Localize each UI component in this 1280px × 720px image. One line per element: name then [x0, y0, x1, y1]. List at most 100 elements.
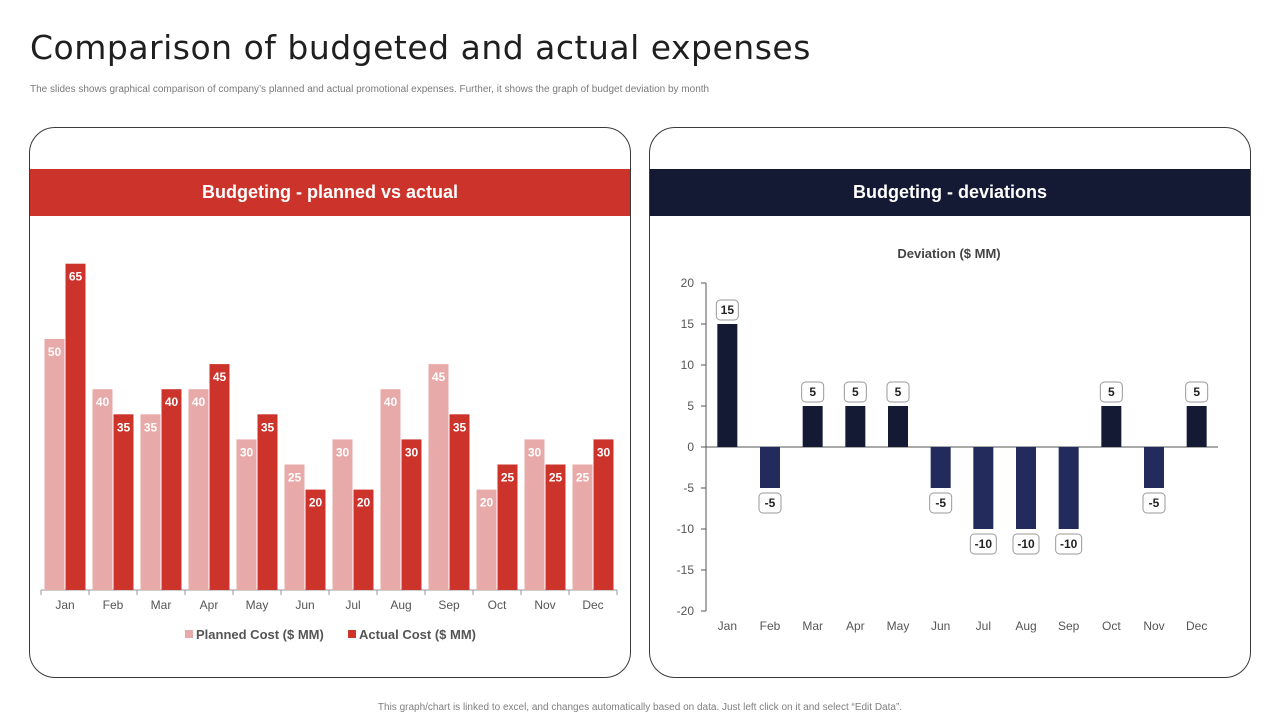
x-tick-label: Sep	[438, 598, 460, 612]
planned-bar-mar[interactable]	[140, 414, 161, 590]
actual-bar-nov[interactable]	[545, 464, 566, 591]
x-tick-label: Jul	[345, 598, 360, 612]
planned-bar-oct[interactable]	[476, 489, 497, 590]
data-label: 25	[288, 471, 302, 485]
deviation-bar-feb[interactable]	[760, 447, 780, 488]
y-tick-label: -20	[677, 604, 695, 618]
x-tick-label: Jul	[976, 619, 991, 633]
planned-bar-feb[interactable]	[92, 389, 113, 590]
data-label: 35	[261, 420, 275, 434]
deviation-bar-aug[interactable]	[1016, 447, 1036, 529]
planned-bar-may[interactable]	[236, 439, 257, 590]
deviation-bar-mar[interactable]	[802, 406, 823, 447]
actual-bar-may[interactable]	[257, 414, 278, 590]
legend-item[interactable]: Planned Cost ($ MM)	[196, 627, 324, 642]
deviations-header: Budgeting - deviations	[650, 169, 1250, 216]
x-tick-label: Aug	[1015, 619, 1036, 633]
actual-bar-sep[interactable]	[449, 414, 470, 590]
actual-bar-apr[interactable]	[209, 364, 230, 590]
data-label: 25	[501, 471, 515, 485]
data-label: 5	[1193, 385, 1200, 399]
data-label: -5	[765, 496, 776, 510]
data-label-box	[1142, 492, 1166, 514]
data-label: 45	[432, 370, 446, 384]
planned-bar-apr[interactable]	[188, 389, 209, 590]
deviation-bar-may[interactable]	[888, 406, 908, 447]
data-label: -10	[1060, 537, 1078, 551]
actual-bar-mar[interactable]	[161, 389, 182, 590]
legend-item[interactable]: Actual Cost ($ MM)	[359, 627, 476, 642]
data-label: -10	[1017, 537, 1035, 551]
data-label-box	[1099, 381, 1123, 403]
deviation-bar-apr[interactable]	[845, 406, 866, 447]
actual-bar-oct[interactable]	[497, 464, 518, 591]
y-tick-label: -10	[677, 522, 695, 536]
x-tick-label: Jun	[931, 619, 950, 633]
legend-swatch	[348, 630, 356, 638]
planned-bar-nov[interactable]	[524, 439, 545, 590]
x-tick-label: Mar	[151, 598, 172, 612]
data-label: 20	[309, 496, 323, 510]
actual-bar-jun[interactable]	[305, 489, 326, 590]
actual-bar-jan[interactable]	[65, 263, 86, 590]
data-label: 35	[117, 420, 131, 434]
x-tick-label: May	[246, 598, 269, 612]
data-label: 35	[453, 420, 467, 434]
y-tick-label: 10	[681, 358, 695, 372]
data-label: 65	[69, 270, 83, 284]
actual-bar-jul[interactable]	[353, 489, 374, 590]
x-tick-label: Nov	[534, 598, 555, 612]
planned-vs-actual-panel: Budgeting - planned vs actual 50 65 Jan 40 3…	[29, 127, 631, 678]
planned-bar-jul[interactable]	[332, 439, 353, 590]
deviations-panel: Budgeting - deviations Deviation ($ MM) 2…	[649, 127, 1251, 678]
data-label: 20	[357, 496, 371, 510]
deviation-bar-nov[interactable]	[1144, 447, 1164, 488]
planned-vs-actual-chart[interactable]: 50 65 Jan 40 35 Feb 35 40 Mar 40 45 Apr 30 35 May 25 20 J…	[30, 128, 630, 677]
x-tick-label: Jun	[295, 598, 314, 612]
data-label: 40	[192, 395, 206, 409]
data-label: 15	[721, 303, 735, 317]
data-label: 25	[576, 471, 590, 485]
planned-bar-aug[interactable]	[380, 389, 401, 590]
data-label: 30	[405, 445, 419, 459]
y-tick-label: 5	[687, 399, 694, 413]
x-tick-label: Oct	[1102, 619, 1121, 633]
x-tick-label: Apr	[846, 619, 865, 633]
planned-bar-jun[interactable]	[284, 464, 305, 591]
data-label: 45	[213, 370, 227, 384]
actual-bar-feb[interactable]	[113, 414, 134, 590]
data-label-box	[929, 492, 953, 514]
x-tick-label: Mar	[802, 619, 823, 633]
data-label-box	[758, 492, 782, 514]
deviation-bar-dec[interactable]	[1186, 406, 1207, 447]
actual-bar-dec[interactable]	[593, 439, 614, 590]
planned-bar-sep[interactable]	[428, 364, 449, 590]
x-tick-label: Oct	[488, 598, 507, 612]
deviation-bar-jun[interactable]	[930, 447, 951, 488]
data-label: 30	[240, 445, 254, 459]
deviations-chart[interactable]: Deviation ($ MM) 20 15 10 5 0 -5 -10 -15 -20 15 Jan…	[650, 128, 1250, 677]
deviation-bar-oct[interactable]	[1101, 406, 1122, 447]
page-title: Comparison of budgeted and actual expens…	[30, 28, 811, 67]
data-label: 5	[809, 385, 816, 399]
data-label: 50	[48, 345, 62, 359]
page-subtitle: The slides shows graphical comparison of…	[30, 84, 710, 95]
deviation-bar-jan[interactable]	[717, 324, 738, 447]
x-tick-label: Jan	[55, 598, 74, 612]
planned-bar-dec[interactable]	[572, 464, 593, 591]
data-label: 30	[336, 445, 350, 459]
data-label: -5	[935, 496, 946, 510]
actual-bar-aug[interactable]	[401, 439, 422, 590]
legend-swatch	[185, 630, 193, 638]
y-tick-label: 15	[681, 317, 695, 331]
deviation-bar-sep[interactable]	[1058, 447, 1079, 529]
x-tick-label: Feb	[103, 598, 124, 612]
data-label: 5	[895, 385, 902, 399]
deviation-bar-jul[interactable]	[973, 447, 994, 529]
x-tick-label: Apr	[200, 598, 219, 612]
data-label: 40	[384, 395, 398, 409]
planned-vs-actual-header: Budgeting - planned vs actual	[30, 169, 630, 216]
planned-bar-jan[interactable]	[44, 339, 65, 590]
x-tick-label: Jan	[718, 619, 737, 633]
data-label: -10	[975, 537, 993, 551]
